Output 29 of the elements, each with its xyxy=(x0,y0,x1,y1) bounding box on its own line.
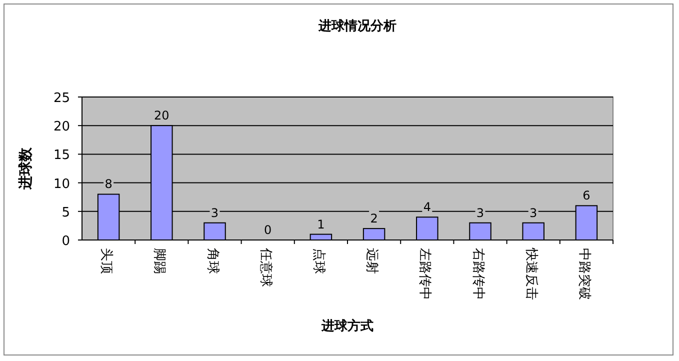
x-tick-label: 脚踢 xyxy=(152,248,167,274)
x-tick-label: 左路传中 xyxy=(417,248,432,300)
y-tick-label: 20 xyxy=(53,120,70,135)
x-axis-title: 进球方式 xyxy=(320,318,374,334)
x-tick-label: 远射 xyxy=(364,248,380,274)
data-label: 3 xyxy=(476,206,484,220)
data-label: 0 xyxy=(264,223,272,237)
chart-title: 进球情况分析 xyxy=(318,18,396,34)
data-label: 3 xyxy=(530,206,538,220)
y-tick-label: 0 xyxy=(62,234,70,249)
x-tick-label: 快速反击 xyxy=(523,247,538,300)
y-tick-label: 10 xyxy=(53,176,70,192)
x-tick-label: 角球 xyxy=(204,248,220,274)
x-tick-label: 头顶 xyxy=(98,248,114,274)
x-tick-label: 点球 xyxy=(310,248,326,274)
data-label: 3 xyxy=(210,206,219,220)
x-tick-label: 中路突破 xyxy=(576,248,592,300)
y-tick-label: 5 xyxy=(62,205,70,220)
data-label: 1 xyxy=(317,217,325,232)
data-label: 20 xyxy=(154,108,170,123)
y-axis-title: 进球数 xyxy=(18,146,34,190)
data-label: 2 xyxy=(370,212,378,226)
data-label: 6 xyxy=(582,188,590,203)
y-tick-label: 25 xyxy=(53,91,70,106)
x-tick-label: 任意球 xyxy=(258,247,273,287)
data-label: 8 xyxy=(104,177,112,192)
data-label: 4 xyxy=(423,200,431,214)
x-tick-label: 右路传中 xyxy=(470,248,486,300)
y-tick-label: 15 xyxy=(53,148,70,164)
